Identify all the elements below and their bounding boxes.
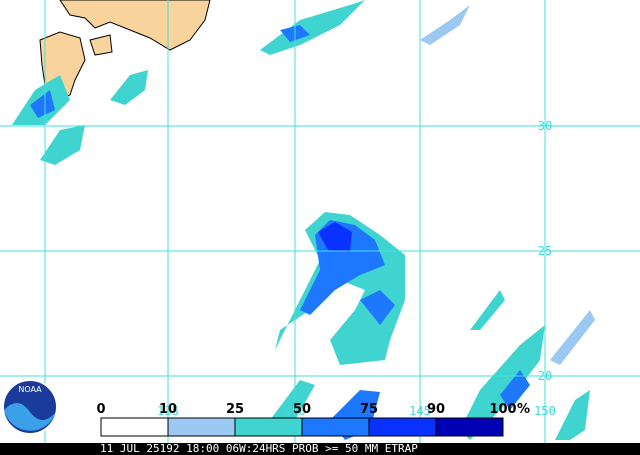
lat-label: 20 — [538, 369, 552, 383]
legend-tick: 10 — [159, 402, 177, 417]
legend-tick: 75 — [360, 402, 378, 417]
legend-tick: 100 — [489, 402, 516, 417]
legend-tick: 50 — [293, 402, 311, 417]
legend-tick: 25 — [226, 402, 244, 417]
footer-bar — [0, 443, 640, 455]
legend-tick: 0 — [96, 402, 105, 417]
lon-label: 135 — [157, 404, 179, 418]
lon-label: 145 — [409, 404, 431, 418]
footer-text: 11 JUL 25192 18:00 06W:24HRS PROB >= 50 … — [100, 442, 418, 455]
lon-label: 140 — [284, 404, 306, 418]
legend-swatch — [100, 417, 169, 437]
legend-tick: 90 — [427, 402, 445, 417]
legend-unit: % — [517, 402, 530, 417]
legend-swatch — [368, 417, 437, 437]
legend-swatch — [234, 417, 303, 437]
lat-label: 30 — [538, 119, 552, 133]
legend-swatch — [435, 417, 504, 437]
legend: 0 10 25 50 75 90 100% — [96, 402, 530, 437]
legend-swatch — [167, 417, 236, 437]
grid-labels: 30 25 20 135 140 145 150 — [157, 119, 556, 418]
graticule — [0, 0, 640, 443]
legend-swatch — [301, 417, 370, 437]
svg-text:NOAA: NOAA — [18, 385, 42, 394]
lon-label: 150 — [534, 404, 556, 418]
lat-label: 25 — [538, 244, 552, 258]
noaa-logo: NOAA — [2, 379, 58, 435]
